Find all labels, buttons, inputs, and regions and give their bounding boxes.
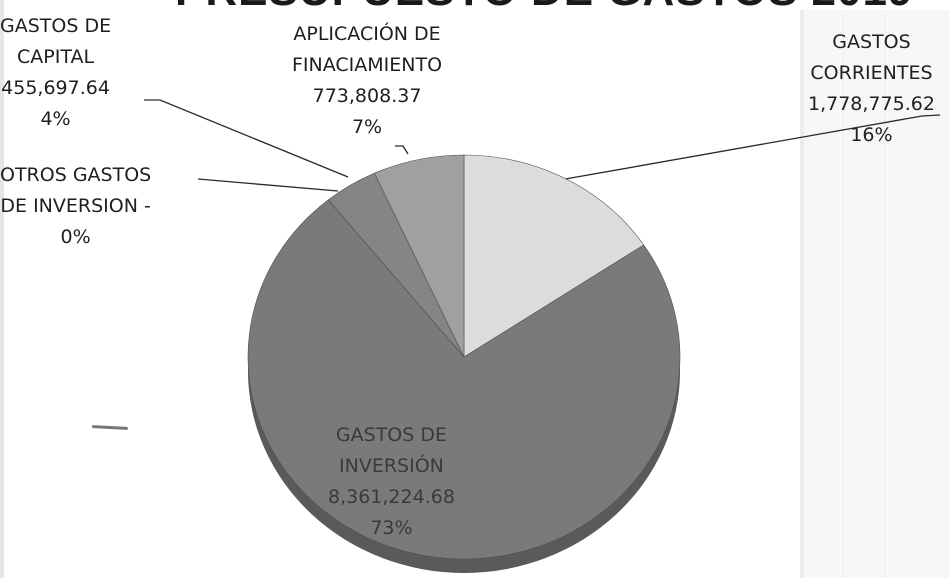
slice-label-aplicacion-de-financiamiento: APLICACIÓN DE FINACIAMIENTO 773,808.37 7…: [292, 19, 442, 143]
slice-percent: 4%: [40, 108, 71, 130]
slice-label-gastos-de-inversion: GASTOS DE INVERSIÓN 8,361,224.68 73%: [328, 420, 455, 544]
pie-slice-aplicación-de-finaciamiento: [374, 154, 465, 358]
leader-line-gastos-de-capital: [144, 99, 349, 178]
pie-slices: [247, 154, 681, 560]
leader-line-gastos-corrientes: [565, 114, 941, 180]
slice-value: -: [143, 195, 151, 217]
slice-name-line-2: CAPITAL: [17, 46, 95, 68]
slice-label-otros-gastos-de-inversion: OTROS GASTOS DE INVERSION - 0%: [0, 160, 151, 253]
leader-line-aplicación-de-finaciamiento: [395, 145, 409, 155]
slice-percent: 0%: [60, 226, 91, 248]
slice-percent: 7%: [351, 116, 383, 138]
scan-streak: [884, 14, 886, 578]
slice-value: 8,361,224.68: [328, 486, 455, 508]
slice-label-gastos-corrientes: GASTOS CORRIENTES 1,778,775.62 16%: [808, 27, 935, 151]
pie-slice-gastos-de-inversión: [247, 199, 681, 560]
slice-name-line-1: GASTOS: [832, 31, 911, 53]
slice-name-line-1: GASTOS DE: [335, 424, 447, 446]
pie-slice-gastos-corrientes: [463, 154, 645, 358]
slice-name-line-2: INVERSIÓN: [339, 455, 444, 477]
slice-value: 455,697.64: [1, 77, 110, 99]
slice-name-line-2: DE INVERSION -: [0, 191, 151, 222]
slice-percent: 16%: [850, 124, 893, 146]
slice-name-line-1: APLICACIÓN DE: [293, 23, 441, 45]
slice-name-line-2: FINACIAMIENTO: [292, 54, 443, 76]
slice-percent: 73%: [370, 517, 413, 539]
slice-name-line-1: GASTOS DE: [0, 15, 112, 37]
slice-value: 1,778,775.62: [808, 93, 935, 115]
slice-name-line-1: OTROS GASTOS: [0, 164, 152, 186]
slice-name-line-2: CORRIENTES: [810, 62, 933, 84]
leader-lines: [144, 99, 941, 192]
scan-streak: [842, 14, 844, 578]
leader-line-otros-gastos-de-inversion: [197, 178, 339, 192]
slice-name-text: DE INVERSION: [0, 195, 138, 217]
slice-label-gastos-de-capital: GASTOS DE CAPITAL 455,697.64 4%: [0, 11, 111, 135]
chart-title: PRESUPUESTO DE GASTOS 2019: [175, 0, 912, 16]
slice-value: 773,808.37: [312, 85, 422, 107]
